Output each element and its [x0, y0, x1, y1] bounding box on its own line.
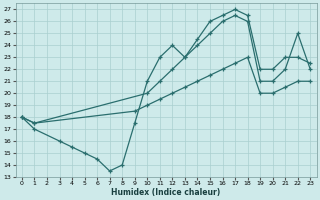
X-axis label: Humidex (Indice chaleur): Humidex (Indice chaleur) — [111, 188, 221, 197]
